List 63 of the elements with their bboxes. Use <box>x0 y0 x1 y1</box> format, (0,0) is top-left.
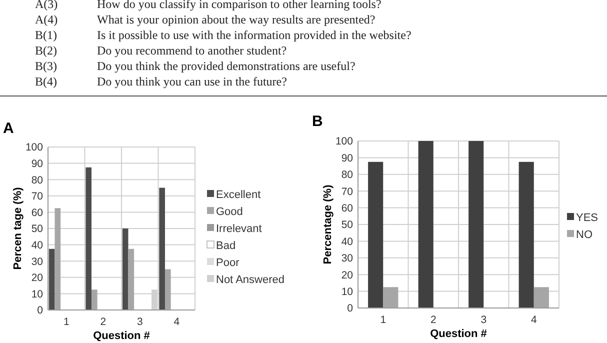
y-tick-label: 40 <box>31 239 44 252</box>
bar <box>122 228 128 310</box>
bar <box>159 188 165 310</box>
y-tick-label: 80 <box>31 174 44 186</box>
bar <box>164 269 171 310</box>
bar <box>368 162 384 308</box>
y-tick-label: 80 <box>341 169 354 182</box>
x-tick-label: 3 <box>136 316 143 328</box>
chart-title: A <box>3 120 14 137</box>
text: B(1) Is it possible to use with the information provided in the website? <box>35 28 412 42</box>
text: B(4) Do you think you can use in the future? <box>35 74 287 88</box>
y-tick-label: 0 <box>37 304 44 317</box>
y-tick-label: 60 <box>31 206 44 219</box>
bar <box>468 141 484 308</box>
legend-label: Bad <box>216 240 236 252</box>
bar <box>418 141 434 308</box>
x-tick-label: 3 <box>480 314 487 326</box>
text: B(2) Do you recommend to another student? <box>35 44 287 58</box>
y-tick-label: 50 <box>31 223 44 236</box>
bar <box>91 290 98 310</box>
bar <box>48 248 55 310</box>
x-tick-label: 1 <box>380 314 386 326</box>
legend-label: Poor <box>216 256 240 269</box>
chart-title: B <box>312 113 323 130</box>
y-tick-label: 100 <box>25 142 44 154</box>
bar <box>86 167 92 310</box>
x-tick-label: 2 <box>430 314 436 326</box>
x-axis-title: Question # <box>93 330 150 342</box>
y-tick-label: 90 <box>341 152 354 164</box>
y-tick-label: 30 <box>31 256 44 268</box>
text: A(4) What is your opinion about the way results are presented? <box>35 12 376 26</box>
legend-label: Not Answered <box>216 274 284 286</box>
x-axis-title: Question # <box>430 328 487 340</box>
y-tick-label: 20 <box>31 272 44 284</box>
y-tick-label: 10 <box>31 288 44 300</box>
y-tick-label: 20 <box>341 269 354 282</box>
y-tick-label: 50 <box>341 219 354 232</box>
text: B(3) Do you think the provided demonstrations are useful? <box>35 59 356 73</box>
legend-label: YES <box>576 212 598 224</box>
y-tick-label: 90 <box>31 158 44 170</box>
y-tick-label: 40 <box>341 236 354 248</box>
y-axis-title: Percen tage (%) <box>12 186 24 270</box>
y-tick-label: 0 <box>347 302 354 315</box>
bar <box>518 162 534 308</box>
legend-label: NO <box>576 228 593 241</box>
x-tick-label: 1 <box>63 316 70 328</box>
bar <box>534 287 549 308</box>
bar <box>54 208 61 310</box>
legend-label: Good <box>216 206 243 218</box>
y-axis-title: Percentage (%) <box>322 184 334 264</box>
y-tick-label: 70 <box>341 186 354 198</box>
y-tick-label: 10 <box>341 286 354 298</box>
x-tick-label: 4 <box>530 314 537 326</box>
y-tick-label: 70 <box>31 190 44 203</box>
bar <box>383 287 398 308</box>
y-tick-label: 30 <box>341 252 354 265</box>
legend-label: Irrelevant <box>216 222 262 235</box>
y-tick-label: 60 <box>341 202 354 214</box>
x-tick-label: 4 <box>174 316 180 328</box>
x-tick-label: 2 <box>100 316 106 328</box>
y-tick-label: 100 <box>335 136 354 148</box>
legend-label: Excellent <box>216 188 261 201</box>
bar <box>128 248 134 310</box>
